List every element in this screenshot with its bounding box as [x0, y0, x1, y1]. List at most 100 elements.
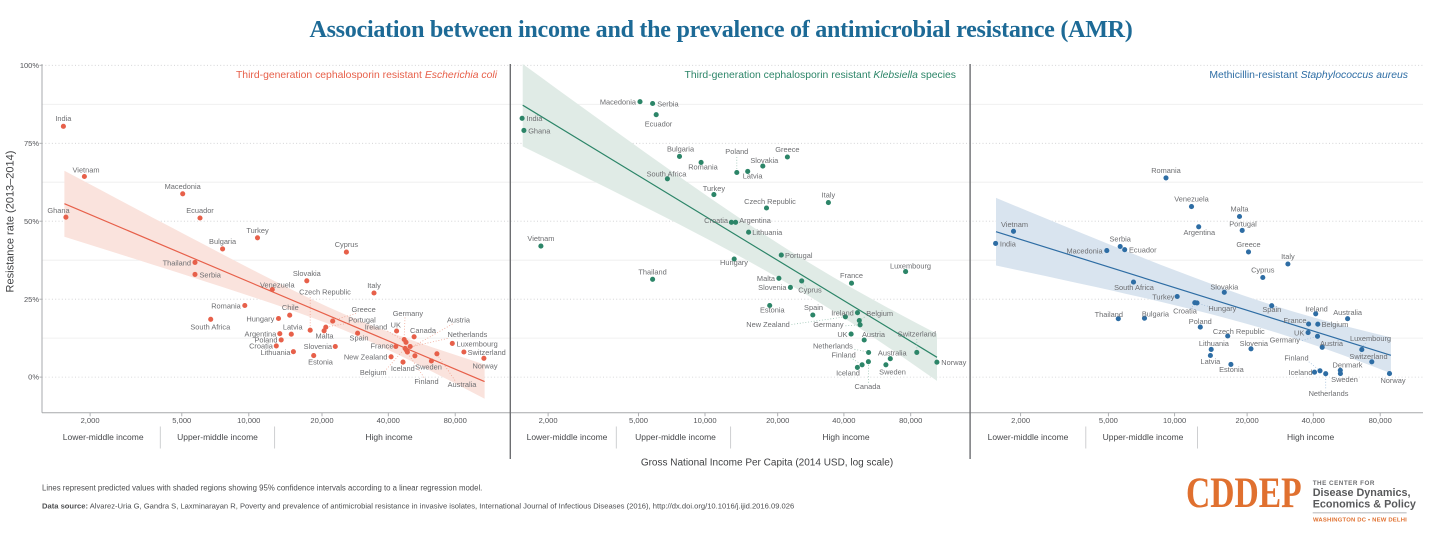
svg-text:Ireland: Ireland	[831, 308, 854, 317]
svg-text:THE CENTER FOR: THE CENTER FOR	[1313, 480, 1375, 487]
svg-text:Thailand: Thailand	[638, 267, 666, 276]
svg-text:Malta: Malta	[757, 274, 776, 283]
svg-text:20,000: 20,000	[1235, 416, 1258, 425]
svg-text:2,000: 2,000	[1011, 416, 1030, 425]
svg-text:Latvia: Latvia	[1201, 357, 1222, 366]
svg-text:India: India	[1000, 239, 1017, 248]
svg-text:Estonia: Estonia	[1219, 365, 1245, 374]
svg-text:Macedonia: Macedonia	[600, 98, 637, 107]
svg-text:Serbia: Serbia	[200, 270, 222, 279]
svg-text:Slovakia: Slovakia	[750, 156, 779, 165]
svg-text:South Africa: South Africa	[647, 169, 688, 178]
svg-text:Norway: Norway	[472, 361, 497, 370]
svg-text:Croatia: Croatia	[1173, 307, 1198, 316]
svg-text:High income: High income	[822, 432, 870, 442]
svg-text:5,000: 5,000	[629, 416, 648, 425]
svg-text:80,000: 80,000	[1369, 416, 1392, 425]
svg-text:Cyprus: Cyprus	[335, 240, 359, 249]
svg-text:Cyprus: Cyprus	[1251, 266, 1275, 275]
svg-text:Venezuela: Venezuela	[260, 281, 295, 290]
svg-text:Ireland: Ireland	[365, 323, 388, 332]
svg-text:Finland: Finland	[1284, 354, 1308, 363]
svg-text:Serbia: Serbia	[657, 99, 679, 108]
svg-text:Germany: Germany	[813, 320, 844, 329]
svg-text:Poland: Poland	[1189, 317, 1212, 326]
svg-text:Estonia: Estonia	[308, 358, 334, 367]
svg-text:Germany: Germany	[393, 309, 424, 318]
svg-text:UK: UK	[391, 320, 401, 329]
svg-text:Lithuania: Lithuania	[1199, 339, 1230, 348]
svg-text:Hungary: Hungary	[246, 314, 274, 323]
svg-text:Cyprus: Cyprus	[798, 286, 822, 295]
svg-text:Austria: Austria	[862, 330, 886, 339]
svg-text:Netherlands: Netherlands	[1309, 389, 1349, 398]
svg-text:Macedonia: Macedonia	[165, 182, 202, 191]
svg-text:UK: UK	[837, 330, 847, 339]
svg-text:2,000: 2,000	[81, 416, 100, 425]
svg-text:Ecuador: Ecuador	[186, 206, 214, 215]
svg-text:Czech Republic: Czech Republic	[744, 197, 796, 206]
svg-text:Serbia: Serbia	[1110, 235, 1132, 244]
svg-text:Luxembourg: Luxembourg	[457, 339, 498, 348]
svg-text:Thailand: Thailand	[163, 258, 191, 267]
svg-text:Greece: Greece	[351, 305, 375, 314]
svg-text:Venezuela: Venezuela	[1174, 195, 1209, 204]
svg-text:Argentina: Argentina	[245, 329, 278, 338]
svg-text:Vietnam: Vietnam	[73, 166, 100, 175]
svg-text:Vietnam: Vietnam	[1001, 220, 1028, 229]
svg-text:20,000: 20,000	[766, 416, 789, 425]
svg-text:Lower-middle income: Lower-middle income	[63, 432, 144, 442]
svg-text:Belgium: Belgium	[866, 309, 893, 318]
svg-text:Poland: Poland	[254, 336, 277, 345]
svg-text:Ecuador: Ecuador	[1129, 246, 1157, 255]
svg-text:Bulgaria: Bulgaria	[209, 237, 237, 246]
svg-text:Greece: Greece	[775, 145, 799, 154]
svg-text:Iceland: Iceland	[391, 364, 415, 373]
svg-text:Luxembourg: Luxembourg	[890, 262, 931, 271]
svg-text:Norway: Norway	[1380, 376, 1405, 385]
svg-text:Argentina: Argentina	[1183, 228, 1216, 237]
svg-text:Switzerland: Switzerland	[898, 330, 936, 339]
svg-text:Slovakia: Slovakia	[1210, 283, 1239, 292]
svg-text:Vietnam: Vietnam	[527, 234, 554, 243]
svg-text:Ghana: Ghana	[47, 206, 70, 215]
svg-text:Resistance rate (2013–2014): Resistance rate (2013–2014)	[5, 151, 17, 293]
svg-text:Croatia: Croatia	[249, 342, 274, 351]
svg-text:High income: High income	[365, 432, 413, 442]
svg-text:Sweden: Sweden	[1331, 375, 1358, 384]
svg-text:80,000: 80,000	[899, 416, 922, 425]
svg-text:Methicillin-resistant Staphylo: Methicillin-resistant Staphylococcus aur…	[1209, 70, 1408, 81]
svg-text:Romania: Romania	[1151, 166, 1181, 175]
svg-text:Spain: Spain	[804, 303, 823, 312]
svg-text:South Africa: South Africa	[1114, 283, 1155, 292]
svg-text:Slovenia: Slovenia	[304, 342, 333, 351]
svg-text:Upper-middle income: Upper-middle income	[635, 432, 716, 442]
svg-text:France: France	[370, 342, 393, 351]
svg-text:Australia: Australia	[448, 380, 478, 389]
svg-text:Turkey: Turkey	[1152, 293, 1175, 302]
svg-text:Austria: Austria	[1320, 339, 1344, 348]
svg-text:Austria: Austria	[447, 315, 471, 324]
svg-text:10,000: 10,000	[693, 416, 716, 425]
svg-text:Argentina: Argentina	[739, 216, 772, 225]
svg-text:Sweden: Sweden	[415, 362, 442, 371]
svg-text:Belgium: Belgium	[360, 368, 387, 377]
svg-text:High income: High income	[1287, 432, 1335, 442]
svg-text:100%: 100%	[20, 61, 40, 70]
svg-text:WASHINGTON DC • NEW DELHI: WASHINGTON DC • NEW DELHI	[1313, 517, 1407, 523]
svg-text:Canada: Canada	[410, 326, 437, 335]
svg-text:Latvia: Latvia	[743, 172, 764, 181]
svg-text:Bulgaria: Bulgaria	[667, 145, 695, 154]
svg-text:Poland: Poland	[725, 147, 748, 156]
svg-text:Finland: Finland	[414, 377, 438, 386]
svg-text:Ghana: Ghana	[528, 126, 551, 135]
svg-text:Portugal: Portugal	[348, 315, 376, 324]
svg-text:Lower-middle income: Lower-middle income	[988, 432, 1069, 442]
svg-text:Germany: Germany	[1270, 335, 1301, 344]
svg-text:Disease Dynamics,: Disease Dynamics,	[1313, 487, 1411, 499]
svg-text:Croatia: Croatia	[704, 216, 729, 225]
svg-text:Finland: Finland	[832, 350, 856, 359]
svg-text:50%: 50%	[24, 217, 39, 226]
svg-text:Lithuania: Lithuania	[261, 348, 292, 357]
svg-text:India: India	[55, 114, 72, 123]
